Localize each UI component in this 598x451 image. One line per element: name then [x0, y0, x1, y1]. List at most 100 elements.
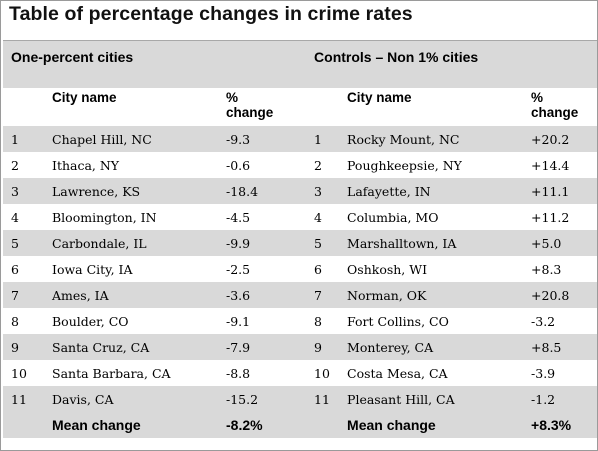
- pct-change-right: +11.1: [523, 178, 598, 204]
- pct-change-right: -3.2: [531, 313, 556, 329]
- city-right: Fort Collins, CO: [347, 313, 449, 329]
- table-title: Table of percentage changes in crime rat…: [9, 3, 413, 25]
- rank-right: 4: [314, 209, 322, 225]
- rank-right: 9: [306, 334, 340, 360]
- city-right: Poughkeepsie, NY: [347, 157, 462, 173]
- city-left: Lawrence, KS: [44, 178, 218, 204]
- group-header-row: One-percent cities Controls – Non 1% cit…: [3, 41, 598, 88]
- rank-left: 11: [3, 386, 44, 412]
- rank-right: 11: [306, 386, 340, 412]
- city-left: Ithaca, NY: [52, 157, 120, 173]
- pct-change-right: +8.5: [523, 334, 598, 360]
- rank-right: 10: [314, 365, 330, 381]
- city-left: Ames, IA: [44, 282, 218, 308]
- rank-right: 1: [306, 126, 340, 152]
- column-header-row: City name % change City name % change: [3, 88, 597, 126]
- header-pct-change-right: % change: [523, 88, 597, 126]
- pct-change-left: -9.9: [218, 230, 307, 256]
- rank-left: 1: [3, 126, 44, 152]
- table-row: 3 Lawrence, KS -18.4 3 Lafayette, IN +11…: [3, 178, 598, 204]
- table-row: 10 Santa Barbara, CA -8.8 10 Costa Mesa,…: [3, 360, 597, 386]
- rank-left: 8: [11, 313, 19, 329]
- pct-change-left: -4.5: [226, 209, 251, 225]
- title-divider: [3, 40, 597, 41]
- mean-rank-left: [3, 412, 44, 438]
- city-left: Iowa City, IA: [52, 261, 133, 277]
- table-row: 1 Chapel Hill, NC -9.3 1 Rocky Mount, NC…: [3, 126, 598, 152]
- rank-left: 6: [11, 261, 19, 277]
- city-left: Santa Cruz, CA: [44, 334, 218, 360]
- pct-change-left: -0.6: [226, 157, 251, 173]
- crime-rate-table: One-percent cities Controls – Non 1% cit…: [3, 41, 598, 438]
- rank-right: 7: [306, 282, 340, 308]
- rank-right: 2: [314, 157, 322, 173]
- city-right: Oshkosh, WI: [347, 261, 428, 277]
- pct-change-right: -1.2: [523, 386, 598, 412]
- header-rank-right: [306, 88, 339, 126]
- group-one-percent-cities: One-percent cities: [3, 41, 307, 88]
- city-right: Rocky Mount, NC: [339, 126, 524, 152]
- city-right: Monterey, CA: [339, 334, 524, 360]
- group-controls: Controls – Non 1% cities: [306, 41, 598, 88]
- city-right: Norman, OK: [339, 282, 524, 308]
- header-city-name-left: City name: [52, 90, 117, 105]
- rank-left: 7: [3, 282, 44, 308]
- pct-change-right: +20.8: [523, 282, 598, 308]
- rank-left: 4: [11, 209, 19, 225]
- pct-change-left: -9.1: [226, 313, 251, 329]
- pct-change-right: +14.4: [531, 157, 570, 173]
- city-right: Costa Mesa, CA: [347, 365, 448, 381]
- rank-left: 2: [11, 157, 19, 173]
- header-pct-change-left: % change: [218, 88, 306, 126]
- table-row: 11 Davis, CA -15.2 11 Pleasant Hill, CA …: [3, 386, 598, 412]
- pct-change-left: -15.2: [218, 386, 307, 412]
- city-right: Pleasant Hill, CA: [339, 386, 524, 412]
- city-right: Lafayette, IN: [339, 178, 524, 204]
- pct-change-left: -7.9: [218, 334, 307, 360]
- rank-right: 5: [306, 230, 340, 256]
- rank-right: 3: [306, 178, 340, 204]
- pct-change-left: -2.5: [226, 261, 251, 277]
- table-row: 7 Ames, IA -3.6 7 Norman, OK +20.8: [3, 282, 598, 308]
- header-city-name-right: City name: [347, 90, 412, 105]
- rank-left: 5: [3, 230, 44, 256]
- city-right: Marshalltown, IA: [339, 230, 524, 256]
- pct-change-right: -3.9: [531, 365, 556, 381]
- header-rank-left: [3, 88, 44, 126]
- pct-change-right: +8.3: [531, 261, 562, 277]
- header-pct-symbol: %: [531, 90, 544, 105]
- pct-change-left: -18.4: [218, 178, 307, 204]
- rank-right: 6: [314, 261, 322, 277]
- city-left: Carbondale, IL: [44, 230, 218, 256]
- pct-change-left: -3.6: [218, 282, 307, 308]
- city-left: Chapel Hill, NC: [44, 126, 218, 152]
- rank-left: 9: [3, 334, 44, 360]
- mean-label-right: Mean change: [339, 412, 524, 438]
- mean-value-left: -8.2%: [218, 412, 307, 438]
- city-left: Davis, CA: [44, 386, 218, 412]
- table-row: 2 Ithaca, NY -0.6 2 Poughkeepsie, NY +14…: [3, 152, 597, 178]
- pct-change-left: -9.3: [218, 126, 307, 152]
- table-row: 8 Boulder, CO -9.1 8 Fort Collins, CO -3…: [3, 308, 597, 334]
- table-row: 5 Carbondale, IL -9.9 5 Marshalltown, IA…: [3, 230, 598, 256]
- pct-change-right: +5.0: [523, 230, 598, 256]
- city-left: Bloomington, IN: [52, 209, 157, 225]
- header-pct-word: change: [531, 105, 579, 120]
- mean-value-right: +8.3%: [523, 412, 598, 438]
- pct-change-right: +11.2: [531, 209, 570, 225]
- rank-left: 3: [3, 178, 44, 204]
- rank-left: 10: [11, 365, 27, 381]
- city-left: Santa Barbara, CA: [52, 365, 171, 381]
- mean-label-left: Mean change: [44, 412, 218, 438]
- header-pct-word: change: [226, 105, 274, 120]
- header-pct-symbol: %: [226, 90, 239, 105]
- mean-change-row: Mean change -8.2% Mean change +8.3%: [3, 412, 598, 438]
- city-left: Boulder, CO: [52, 313, 129, 329]
- mean-rank-right: [306, 412, 340, 438]
- table-row: 4 Bloomington, IN -4.5 4 Columbia, MO +1…: [3, 204, 597, 230]
- pct-change-left: -8.8: [226, 365, 251, 381]
- table-row: 9 Santa Cruz, CA -7.9 9 Monterey, CA +8.…: [3, 334, 598, 360]
- city-right: Columbia, MO: [347, 209, 439, 225]
- rank-right: 8: [314, 313, 322, 329]
